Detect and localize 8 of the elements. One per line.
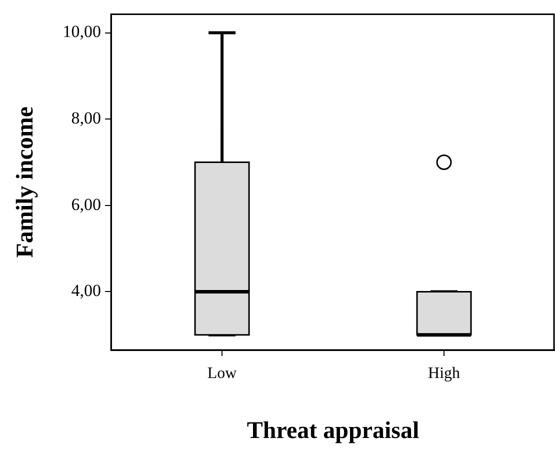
y-tick-label: 8,00 <box>71 108 102 128</box>
x-tick-label: Low <box>207 364 238 382</box>
y-axis-title: Family income <box>12 106 39 258</box>
x-axis-title: Threat appraisal <box>246 418 420 444</box>
y-tick-label: 4,00 <box>71 281 102 300</box>
x-tick-label: High <box>428 364 460 382</box>
y-tick-label: 10,00 <box>62 22 102 42</box>
y-tick-label: 6,00 <box>71 194 102 214</box>
